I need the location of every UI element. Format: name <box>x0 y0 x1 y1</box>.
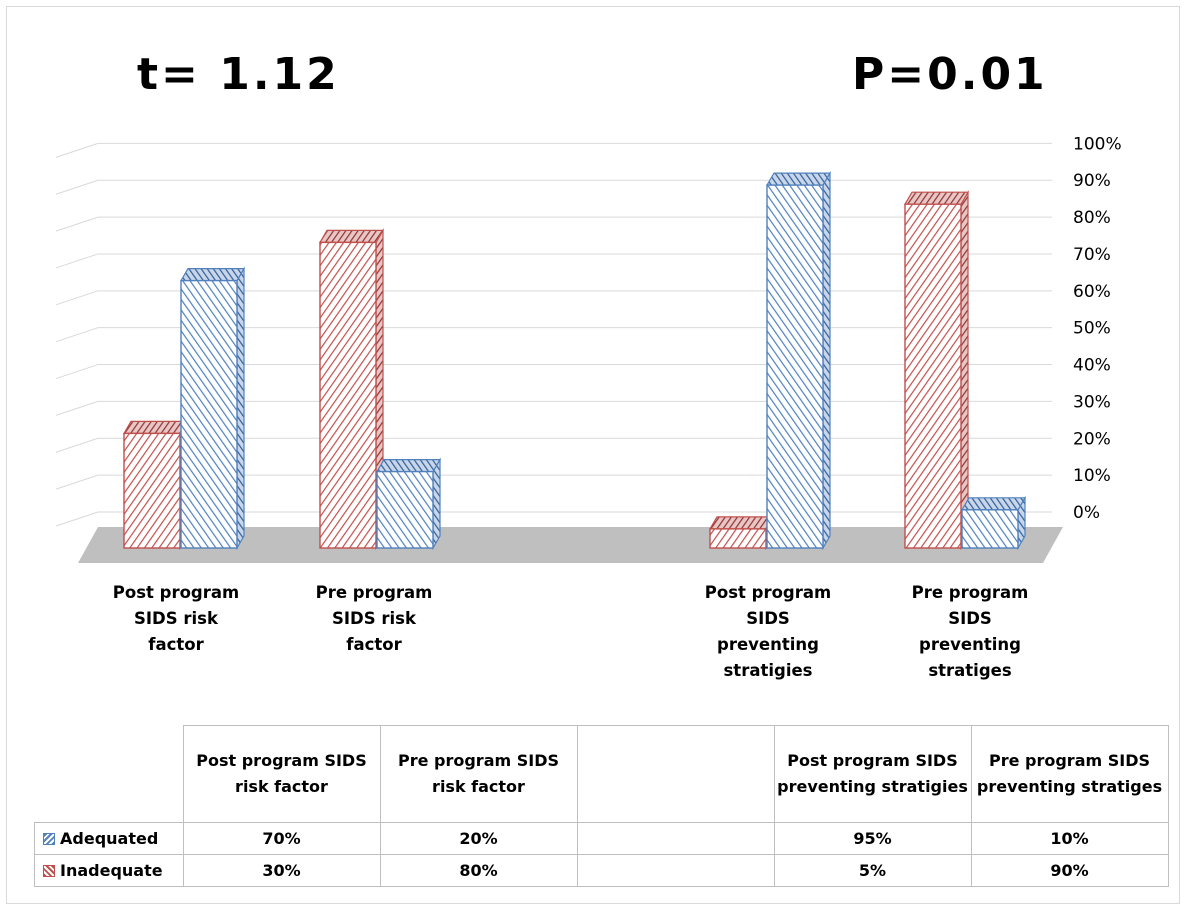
gridline-left <box>55 216 99 232</box>
gridline-left <box>55 364 99 380</box>
y-tick-label: 50% <box>1073 319 1111 339</box>
y-tick-label: 60% <box>1073 282 1111 302</box>
bar-inadequate <box>318 228 385 551</box>
category-label: Pre program SIDS preventing stratiges <box>911 583 1029 680</box>
gridlines <box>55 142 1052 527</box>
table-row: Adequated 70% 20% 95% 10% <box>34 822 1169 855</box>
table-header-row: Post program SIDS risk factor Pre progra… <box>34 725 1169 823</box>
table-header: Post program SIDS preventing stratigies <box>773 725 972 823</box>
table-header: Post program SIDS risk factor <box>182 725 381 823</box>
p-value: P=0.01 <box>852 49 1048 100</box>
legend-inadequate: Inadequate <box>34 854 184 887</box>
table-header <box>576 725 775 823</box>
gridline-left <box>55 437 99 453</box>
gridline-left <box>55 142 99 158</box>
table-header: Pre program SIDS preventing stratiges <box>970 725 1169 823</box>
y-tick-label: 10% <box>1073 466 1111 486</box>
gridline-left <box>55 474 99 490</box>
table-corner-cell <box>34 725 184 823</box>
y-axis-ticks: 0% 10% 20% 30% 40% 50% 60% 70% 80% 90% 100% <box>1073 134 1122 523</box>
gridline-left <box>55 511 99 527</box>
table-cell: 30% <box>182 854 381 887</box>
table-cell: 70% <box>182 822 381 855</box>
table-cell: 5% <box>773 854 972 887</box>
y-tick-label: 40% <box>1073 356 1111 376</box>
table-cell: 95% <box>773 822 972 855</box>
y-tick-label: 70% <box>1073 245 1111 265</box>
bar-inadequate <box>903 189 970 551</box>
gridline-left <box>55 327 99 343</box>
table-cell: 10% <box>970 822 1169 855</box>
bar-adequated <box>960 495 1027 551</box>
gridline-left <box>55 400 99 416</box>
bar-inadequate <box>708 514 775 551</box>
red-hatch-icon <box>43 865 55 877</box>
gridline-left <box>55 179 99 195</box>
bars <box>122 170 1027 551</box>
legend-adequated: Adequated <box>34 822 184 855</box>
y-tick-label: 90% <box>1073 171 1111 191</box>
table-cell: 20% <box>379 822 578 855</box>
category-label: Post program SIDS preventing stratigies <box>704 583 832 680</box>
y-tick-label: 0% <box>1073 503 1100 523</box>
bar-adequated <box>765 170 832 551</box>
t-statistic: t= 1.12 <box>137 49 340 100</box>
bar-adequated <box>375 457 442 551</box>
bar-chart: 0% 10% 20% 30% 40% 50% 60% 70% 80% 90% 100% <box>55 134 1122 563</box>
table-header: Pre program SIDS risk factor <box>379 725 578 823</box>
gridline-left <box>55 253 99 269</box>
table-cell <box>576 854 775 887</box>
table-cell: 80% <box>379 854 578 887</box>
table-row: Inadequate 30% 80% 5% 90% <box>34 854 1169 887</box>
y-tick-label: 100% <box>1073 134 1122 154</box>
category-label: Pre program SIDS risk factor <box>315 583 433 654</box>
table-cell <box>576 822 775 855</box>
bar-adequated <box>179 266 246 551</box>
bar-inadequate <box>122 419 189 551</box>
category-label: Post program SIDS risk factor <box>112 583 240 654</box>
gridline-left <box>55 290 99 306</box>
y-tick-label: 80% <box>1073 208 1111 228</box>
blue-hatch-icon <box>43 833 55 845</box>
y-tick-label: 30% <box>1073 392 1111 412</box>
table-cell: 90% <box>970 854 1169 887</box>
data-table: Post program SIDS risk factor Pre progra… <box>34 725 1169 887</box>
y-tick-label: 20% <box>1073 429 1111 449</box>
